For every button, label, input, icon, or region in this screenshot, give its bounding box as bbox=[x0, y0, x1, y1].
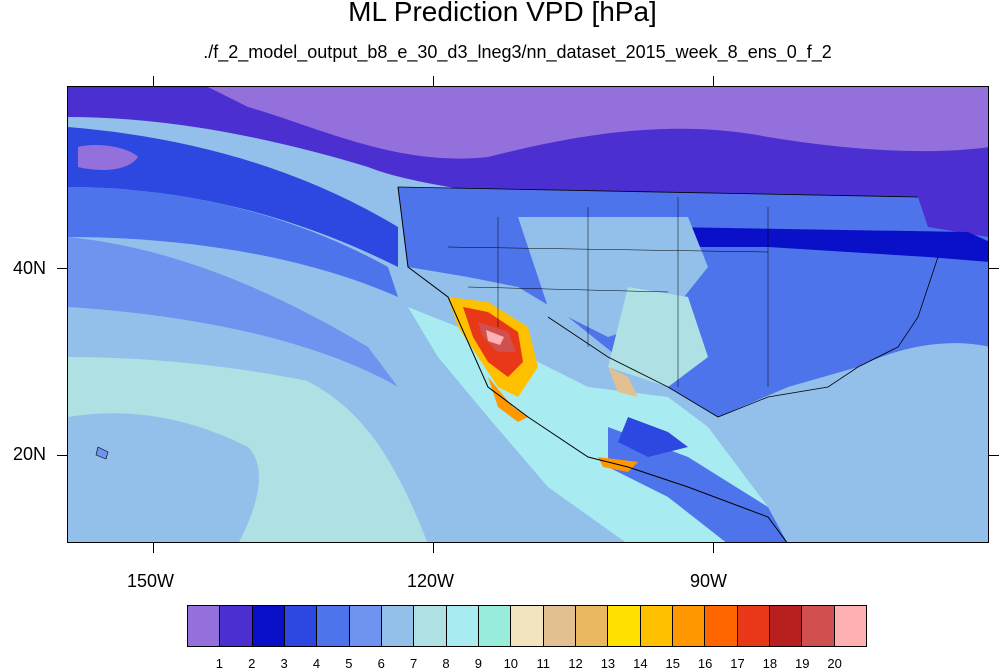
colorbar-box bbox=[446, 606, 479, 646]
vpd-map bbox=[67, 86, 989, 543]
lat-tick-20n-right bbox=[989, 455, 999, 456]
colorbar-box bbox=[672, 606, 706, 646]
colorbar-box bbox=[802, 606, 835, 646]
colorbar-label: 6 bbox=[377, 656, 385, 671]
hotspot-20 bbox=[486, 330, 504, 345]
colorbar-label: 4 bbox=[312, 656, 321, 671]
great-lakes-dark bbox=[668, 227, 988, 262]
canada-border bbox=[397, 186, 919, 198]
colorbar-box bbox=[511, 606, 544, 646]
colorbar-box bbox=[769, 606, 803, 646]
lat-tick-40n-right bbox=[989, 268, 999, 269]
colorbar-box bbox=[414, 606, 447, 646]
colorbar-box bbox=[640, 606, 673, 646]
band-6 bbox=[68, 237, 398, 387]
colorbar-box bbox=[737, 606, 770, 646]
north-purple bbox=[208, 87, 988, 159]
colorbar-label: 11 bbox=[536, 656, 550, 671]
colorbar-label: 5 bbox=[345, 656, 353, 671]
map-title: ML Prediction VPD [hPa] bbox=[348, 0, 657, 27]
pacific-lower-band bbox=[68, 413, 259, 542]
colorbar-box bbox=[543, 606, 576, 646]
yucatan-dark bbox=[618, 417, 688, 457]
baja-hot bbox=[488, 377, 528, 422]
colorbar-label: 7 bbox=[410, 656, 418, 671]
lon-tick-90w-top bbox=[713, 76, 714, 86]
lon-tick-150w-top bbox=[153, 76, 154, 86]
lat-label-40n: 40N bbox=[13, 258, 47, 278]
lat-label-20n: 20N bbox=[13, 444, 47, 464]
colorbar-label: 1 bbox=[215, 656, 223, 671]
lat-tick-40n bbox=[57, 268, 67, 269]
colorbar-label: 14 bbox=[633, 656, 648, 671]
colorbar-box bbox=[317, 606, 350, 646]
colorbar-box bbox=[284, 606, 318, 646]
colorbar-box bbox=[349, 606, 382, 646]
colorbar-box bbox=[252, 606, 285, 646]
band-7 bbox=[68, 307, 408, 407]
map-subtitle: ./f_2_model_output_b8_e_30_d3_lneg3/nn_d… bbox=[203, 42, 832, 62]
band-4 bbox=[68, 127, 398, 267]
colorbar-label: 3 bbox=[280, 656, 288, 671]
colorbar-label: 15 bbox=[665, 656, 680, 671]
band-5 bbox=[68, 187, 398, 297]
colorbar-label: 13 bbox=[600, 656, 616, 671]
colorbar-box bbox=[575, 606, 609, 646]
texas-warm bbox=[608, 367, 638, 397]
lon-label-150w: 150W bbox=[127, 571, 175, 591]
lat-tick-20n bbox=[57, 455, 67, 456]
lon-tick-150w bbox=[153, 543, 154, 553]
southern-plains bbox=[608, 287, 708, 387]
lon-tick-120w bbox=[433, 543, 434, 553]
lon-label-90w: 90W bbox=[690, 571, 728, 591]
colorbar-label: 2 bbox=[248, 656, 256, 671]
colorbar-label: 16 bbox=[697, 656, 713, 671]
lon-tick-120w-top bbox=[433, 76, 434, 86]
colorbar-label: 18 bbox=[762, 656, 778, 671]
lon-label-120w: 120W bbox=[407, 571, 455, 591]
colorbar-label: 8 bbox=[442, 656, 450, 671]
colorbar-box bbox=[608, 606, 641, 646]
colorbar-label: 17 bbox=[730, 656, 745, 671]
colorbar-box bbox=[834, 606, 866, 646]
colorbar-box bbox=[705, 606, 738, 646]
colorbar-box bbox=[220, 606, 253, 646]
colorbar-label: 20 bbox=[827, 656, 842, 671]
purple-patch bbox=[78, 145, 138, 170]
colorbar-box bbox=[381, 606, 415, 646]
colorbar bbox=[187, 605, 867, 647]
gulf-atlantic-coast bbox=[547, 256, 939, 418]
colorbar-label: 12 bbox=[568, 656, 583, 671]
colorbar-label: 9 bbox=[474, 656, 483, 671]
colorbar-label: 19 bbox=[795, 656, 810, 671]
lon-tick-90w bbox=[713, 543, 714, 553]
west-coastline bbox=[397, 186, 788, 542]
colorbar-box bbox=[188, 606, 221, 646]
colorbar-label: 10 bbox=[503, 656, 519, 671]
state-borders bbox=[447, 197, 769, 387]
map-canvas bbox=[68, 87, 988, 542]
hawaii bbox=[95, 446, 109, 460]
colorbar-box bbox=[478, 606, 512, 646]
